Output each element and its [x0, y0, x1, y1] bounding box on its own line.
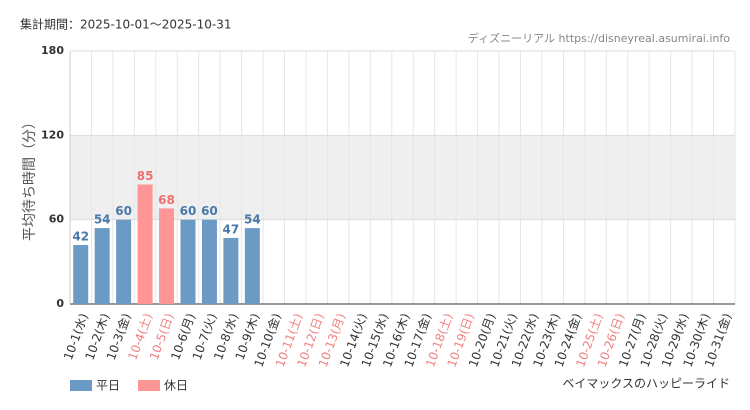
footer: ベイマックスのハッピーライド [562, 377, 730, 391]
bar [73, 244, 89, 304]
data-label: 42 [72, 229, 89, 243]
bar [180, 219, 196, 304]
y-tick-label: 120 [41, 128, 64, 141]
legend-swatch [138, 380, 160, 391]
bar [137, 184, 153, 304]
data-label: 85 [137, 169, 154, 183]
y-tick-label: 60 [49, 213, 65, 226]
shaded-band [70, 135, 735, 220]
data-label: 54 [244, 213, 261, 227]
y-tick-label: 0 [56, 297, 64, 310]
data-label: 68 [158, 193, 175, 207]
source: ディズニーリアル https://disneyreal.asumirai.inf… [468, 31, 730, 45]
bar [159, 208, 175, 304]
bar [244, 228, 260, 304]
legend-label: 平日 [96, 379, 120, 393]
bar [223, 237, 239, 304]
data-label: 60 [115, 204, 132, 218]
bar [116, 219, 132, 304]
bar [201, 219, 217, 304]
bar [94, 228, 110, 304]
legend-swatch [70, 380, 92, 391]
data-label: 54 [94, 213, 111, 227]
data-label: 60 [201, 204, 218, 218]
y-axis-label: 平均待ち時間（分） [22, 115, 38, 241]
chart-title: 集計期間：2025-10-01～2025-10-31 [20, 17, 231, 32]
data-label: 60 [180, 204, 197, 218]
y-tick-label: 180 [41, 44, 64, 57]
data-label: 47 [223, 222, 240, 236]
legend-label: 休日 [164, 379, 188, 393]
